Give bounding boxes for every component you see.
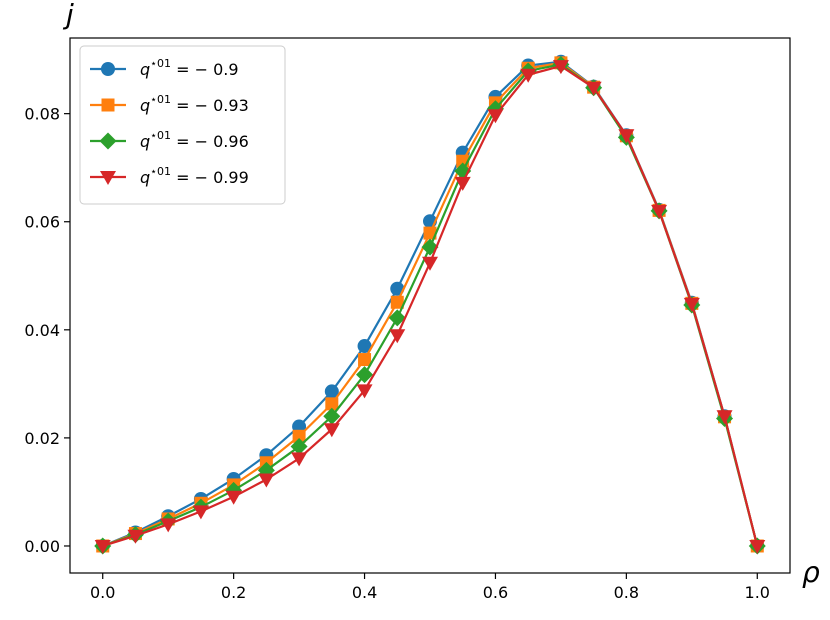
data-point: [258, 473, 275, 488]
series-layer: [94, 54, 766, 555]
plot-frame: [69, 37, 791, 574]
data-point: [356, 384, 373, 399]
data-point: [324, 384, 339, 399]
data-point: [454, 176, 471, 191]
data-point: [291, 452, 308, 467]
y-tick-label: 0.02: [24, 429, 60, 448]
data-point: [651, 204, 668, 219]
data-point: [290, 438, 308, 456]
legend-label: q⋆01 = − 0.99: [140, 165, 249, 187]
data-point: [749, 539, 766, 554]
legend-marker: [100, 171, 116, 185]
data-point: [423, 226, 437, 240]
y-tick-label: 0.00: [24, 537, 60, 556]
data-point: [388, 309, 406, 327]
y-tick-label: 0.06: [24, 213, 60, 232]
legend-marker: [101, 62, 115, 76]
data-point: [389, 329, 406, 344]
data-point: [160, 518, 177, 533]
data-point: [585, 81, 602, 96]
data-point: [390, 295, 404, 309]
x-tick-label: 0.8: [614, 583, 639, 602]
x-tick-label: 0.6: [483, 583, 508, 602]
legend-label: q⋆01 = − 0.93: [140, 93, 249, 115]
x-tick-label: 1.0: [745, 583, 770, 602]
legend-item: q⋆01 = − 0.96: [90, 129, 249, 151]
y-tick-label: 0.04: [24, 321, 60, 340]
series-4: [94, 60, 766, 554]
data-point: [618, 129, 635, 144]
legend-marker: [99, 132, 117, 150]
legend-label: q⋆01 = − 0.9: [140, 57, 239, 79]
x-tick-label: 0.0: [90, 583, 115, 602]
data-point: [323, 423, 340, 438]
data-point: [357, 339, 372, 354]
y-tick-label: 0.08: [24, 105, 60, 124]
legend-item: q⋆01 = − 0.9: [90, 57, 239, 79]
legend-label: q⋆01 = − 0.96: [140, 129, 249, 151]
x-tick-label: 0.2: [221, 583, 246, 602]
legend-item: q⋆01 = − 0.93: [90, 93, 249, 115]
data-point: [683, 297, 700, 312]
data-point: [323, 407, 341, 425]
x-tick-label: 0.4: [352, 583, 377, 602]
data-point: [325, 397, 339, 411]
data-point: [487, 109, 504, 124]
data-point: [356, 366, 374, 384]
x-axis-label: ρ: [802, 556, 820, 589]
data-point: [552, 60, 569, 75]
data-point: [292, 429, 306, 443]
x-ticks: 0.0 0.2 0.4 0.6 0.8 1.0: [90, 573, 770, 602]
y-ticks: 0.00 0.02 0.04 0.06 0.08: [24, 105, 70, 556]
data-point: [716, 410, 733, 425]
legend-box: [79, 45, 286, 205]
data-point: [192, 505, 209, 520]
legend: q⋆01 = − 0.9 q⋆01 = − 0.93 q⋆01 = − 0.96 q⋆…: [79, 45, 286, 205]
data-point: [94, 539, 111, 554]
data-point: [358, 353, 372, 367]
data-point: [225, 490, 242, 505]
data-point: [390, 281, 405, 296]
y-axis-label: j: [62, 0, 74, 31]
legend-item: q⋆01 = − 0.99: [90, 165, 249, 187]
data-point: [422, 256, 438, 271]
legend-marker: [101, 98, 115, 112]
data-point: [520, 68, 537, 83]
data-point: [127, 529, 144, 544]
